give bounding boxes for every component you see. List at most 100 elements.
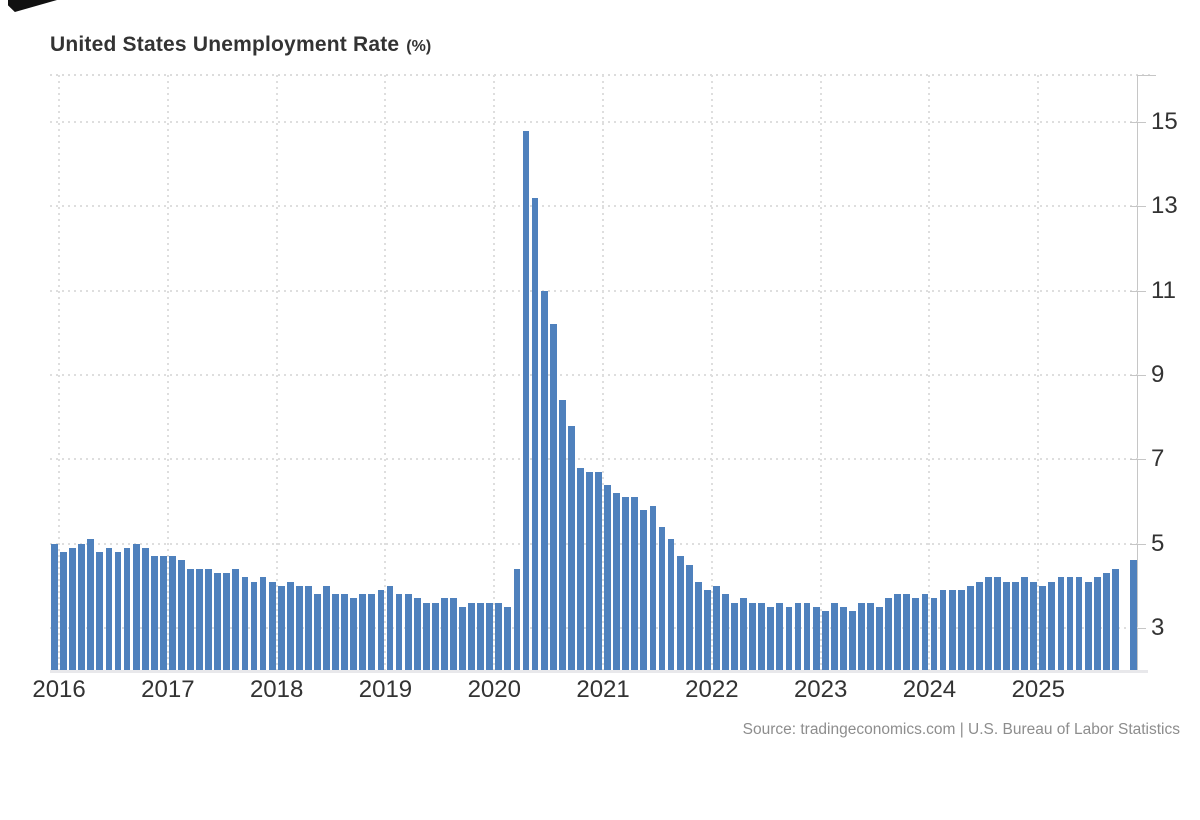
bar-month-32 (341, 594, 349, 670)
y-axis-line (1137, 75, 1138, 670)
bar-month-38 (395, 594, 403, 670)
bar-month-34 (359, 594, 367, 670)
bar-month-8 (123, 547, 131, 670)
y-axis-tick (1130, 375, 1146, 377)
y-gridline-dots (50, 542, 1138, 545)
y-gridline-dots (50, 374, 1138, 377)
bar-month-78 (758, 602, 766, 670)
bar-month-99 (948, 589, 956, 670)
bar-month-77 (749, 602, 757, 670)
bar-month-94 (903, 594, 911, 670)
bar-month-95 (912, 598, 920, 670)
x-axis-label-2016: 2016 (32, 676, 86, 703)
bar-month-103 (984, 577, 992, 670)
bar-month-11 (150, 556, 158, 670)
bar-month-36 (377, 589, 385, 670)
bar-month-45 (459, 606, 466, 670)
bar-month-37 (386, 585, 394, 670)
bar-month-46 (468, 602, 476, 670)
bar-month-48 (486, 602, 494, 670)
bar-month-119 (1130, 560, 1137, 670)
bar-month-82 (794, 602, 802, 670)
bar-month-100 (957, 589, 965, 670)
bar-month-17 (205, 568, 213, 670)
bar-month-60 (595, 471, 602, 670)
bar-month-35 (368, 594, 376, 670)
bar-month-91 (876, 606, 884, 670)
y-gridline-dots (50, 289, 1138, 292)
bar-month-98 (939, 589, 947, 670)
bar-month-109 (1039, 585, 1047, 670)
y-axis-tick (1130, 122, 1146, 124)
x-axis-label-2025: 2025 (1011, 676, 1065, 703)
bar-month-50 (504, 606, 512, 670)
source-attribution: Source: tradingeconomics.com | U.S. Bure… (742, 721, 1180, 738)
bar-month-9 (132, 543, 140, 670)
x-gridline-2019 (384, 75, 387, 670)
bar-month-81 (785, 606, 793, 670)
bar-month-75 (731, 602, 738, 670)
bar-month-33 (350, 598, 358, 670)
bar-month-117 (1111, 568, 1119, 670)
bar-month-39 (404, 594, 412, 670)
plot-area: 3 5 7 9 11 13 15 2016 2017 2018 2019 2020 2021 2022 20… (32, 74, 1178, 703)
y-axis-tick (1130, 290, 1146, 292)
bar-month-0 (51, 543, 58, 670)
bar-month-116 (1102, 573, 1110, 670)
bar-month-74 (722, 594, 729, 670)
bar-month-12 (159, 556, 167, 670)
bar-month-58 (576, 467, 584, 670)
bar-month-15 (187, 568, 194, 670)
bar-month-66 (649, 505, 657, 670)
bar-month-14 (178, 560, 185, 670)
bar-month-90 (867, 602, 874, 670)
bar-month-104 (994, 577, 1001, 670)
bar-month-96 (921, 594, 929, 670)
bar-month-69 (676, 556, 684, 670)
y-axis-tick (1130, 627, 1146, 629)
bar-month-30 (323, 585, 330, 670)
bar-month-64 (631, 497, 639, 670)
bar-month-57 (567, 425, 575, 670)
bar-month-87 (839, 606, 847, 670)
x-gridline-2016 (58, 75, 61, 670)
bar-month-67 (658, 526, 666, 670)
bar-month-41 (422, 602, 430, 670)
bar-month-51 (513, 568, 521, 670)
bar-month-106 (1012, 581, 1020, 670)
x-gridline-2024 (928, 75, 931, 670)
bar-month-115 (1093, 577, 1101, 670)
bar-month-5 (96, 552, 104, 670)
bar-month-76 (740, 598, 748, 670)
x-axis-label-2019: 2019 (358, 676, 413, 703)
y-axis-top-tick (1138, 75, 1156, 76)
chart-title: United States Unemployment Rate (%) (50, 33, 431, 57)
bar-month-55 (549, 324, 557, 670)
y-axis-label-5: 5 (1151, 529, 1165, 557)
bar-month-29 (314, 594, 321, 670)
bar-month-89 (858, 602, 865, 670)
bar-month-59 (586, 471, 593, 670)
bar-month-92 (885, 598, 893, 670)
bar-month-31 (332, 594, 340, 670)
bar-month-54 (540, 290, 548, 670)
bar-month-73 (712, 585, 720, 670)
bar-month-105 (1003, 581, 1010, 670)
bar-month-111 (1057, 577, 1065, 670)
x-axis-label-2017: 2017 (141, 676, 195, 703)
x-gridline-2017 (166, 75, 169, 670)
x-gridline-2018 (275, 75, 278, 670)
x-axis-label-2021: 2021 (576, 676, 630, 703)
y-axis-label-11: 11 (1151, 276, 1176, 304)
bar-month-20 (232, 568, 240, 670)
bar-month-110 (1048, 581, 1056, 670)
bar-month-71 (694, 581, 702, 670)
bar-month-93 (894, 594, 902, 670)
bar-month-56 (558, 400, 566, 670)
bar-month-24 (268, 581, 276, 670)
bar-month-108 (1030, 581, 1038, 670)
bar-month-42 (431, 602, 439, 670)
bar-month-53 (531, 198, 539, 670)
bar-month-10 (141, 547, 149, 670)
bar-month-113 (1075, 577, 1083, 670)
